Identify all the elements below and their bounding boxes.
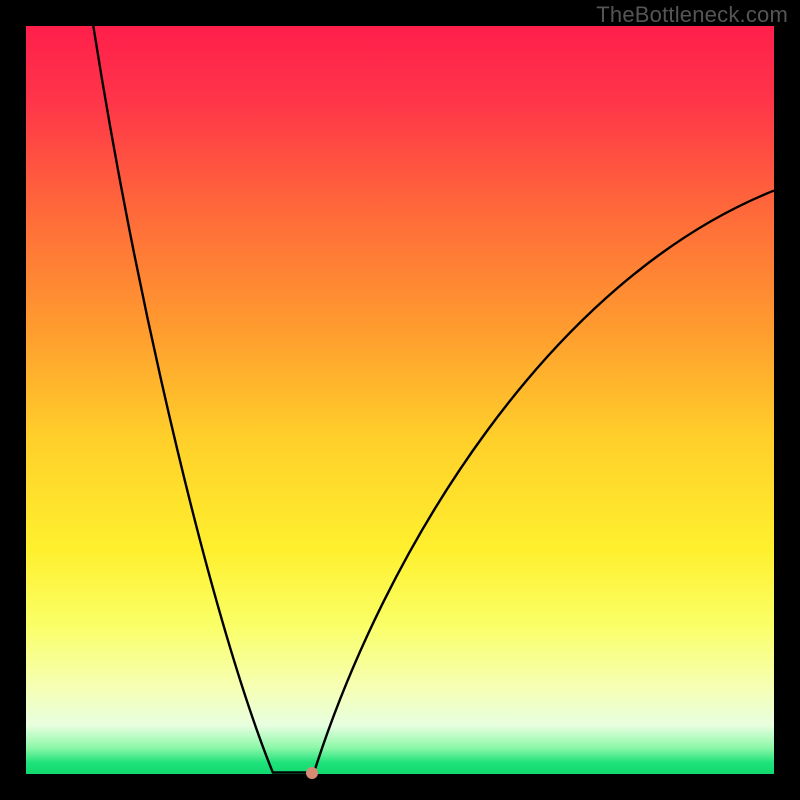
plot-area xyxy=(26,26,774,774)
chart-frame: TheBottleneck.com xyxy=(0,0,800,800)
watermark-text: TheBottleneck.com xyxy=(596,2,788,28)
curve-path xyxy=(93,26,774,773)
bottleneck-curve xyxy=(26,26,774,774)
optimum-marker xyxy=(306,767,318,779)
